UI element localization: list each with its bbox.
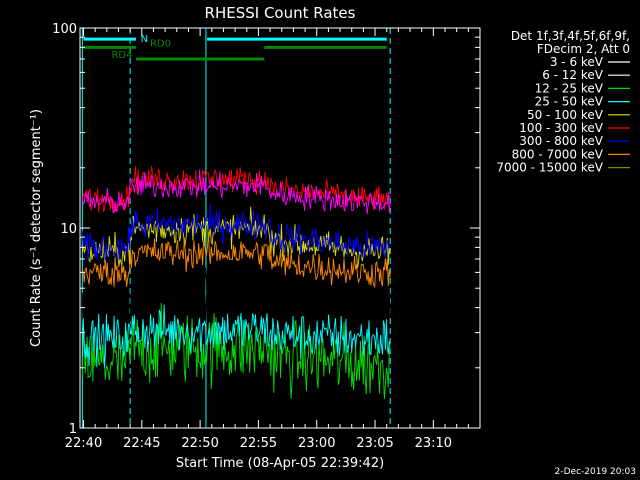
series-line-6 bbox=[81, 202, 391, 267]
x-tick-label-5: 23:05 bbox=[356, 436, 393, 451]
plot-content: N RD0 RD4 bbox=[81, 28, 391, 428]
legend-label-4: 50 - 100 keV bbox=[527, 108, 604, 122]
state-bar-label-0: N bbox=[141, 34, 148, 45]
chart-title: RHESSI Count Rates bbox=[205, 4, 356, 22]
y-axis-label: Count Rate (s⁻¹ detector segment⁻¹) bbox=[29, 109, 44, 347]
y-tick-label-0: 1 bbox=[69, 422, 77, 437]
legend-label-1: 6 - 12 keV bbox=[542, 68, 604, 82]
state-bar-label-2: RD4 bbox=[111, 50, 132, 61]
legend-header-1: FDecim 2, Att 0 bbox=[537, 42, 630, 56]
legend-label-2: 12 - 25 keV bbox=[535, 81, 604, 95]
x-axis: 22:40 22:45 22:50 22:55 23:00 23:05 23:10 bbox=[65, 28, 469, 451]
legend-label-5: 100 - 300 keV bbox=[519, 121, 603, 135]
series-line-2 bbox=[81, 302, 391, 400]
date-stamp: 2-Dec-2019 20:03 bbox=[555, 467, 636, 477]
legend-label-3: 25 - 50 keV bbox=[535, 95, 604, 109]
x-tick-label-3: 22:55 bbox=[240, 436, 277, 451]
y-tick-label-1: 10 bbox=[60, 222, 77, 237]
legend-label-8: 7000 - 15000 keV bbox=[496, 161, 603, 175]
x-tick-label-1: 22:45 bbox=[123, 436, 160, 451]
x-axis-label: Start Time (08-Apr-05 22:39:42) bbox=[176, 456, 384, 471]
series-line-3 bbox=[81, 304, 391, 368]
series-line-5 bbox=[81, 165, 391, 214]
legend-label-0: 3 - 6 keV bbox=[550, 55, 604, 69]
x-tick-label-0: 22:40 bbox=[65, 436, 102, 451]
legend-label-7: 800 - 7000 keV bbox=[512, 147, 604, 161]
x-tick-label-2: 22:50 bbox=[181, 436, 218, 451]
legend-label-6: 300 - 800 keV bbox=[519, 134, 603, 148]
legend-header-0: Det 1f,3f,4f,5f,6f,9f, bbox=[511, 29, 630, 43]
y-axis: 1 10 100 bbox=[52, 22, 480, 437]
series-line-pink bbox=[81, 169, 391, 215]
legend: Det 1f,3f,4f,5f,6f,9f,FDecim 2, Att 03 -… bbox=[496, 29, 630, 175]
series-line-7 bbox=[81, 232, 391, 289]
state-bar-label-1: RD0 bbox=[150, 38, 171, 49]
y-tick-label-2: 100 bbox=[52, 22, 77, 37]
x-tick-label-4: 23:00 bbox=[298, 436, 335, 451]
x-tick-label-6: 23:10 bbox=[415, 436, 452, 451]
